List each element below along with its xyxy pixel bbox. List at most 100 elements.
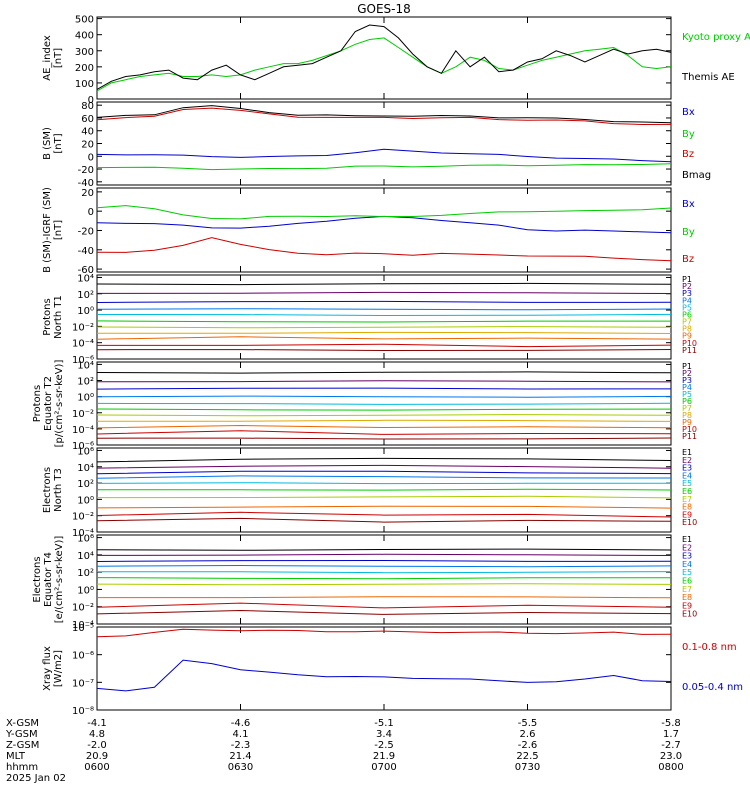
x-axis-value: 22.5 bbox=[516, 751, 538, 762]
y-tick-label: 100 bbox=[75, 79, 94, 90]
y-axis-label: [nT] bbox=[53, 220, 64, 240]
plot-title: GOES-18 bbox=[357, 2, 411, 16]
series-label: E7 bbox=[682, 585, 692, 594]
panel-bigrf: -60 -40 -20 0 20 B (SM)-IGRF (SM) [nT] Bx By Bz bbox=[42, 187, 695, 276]
series-line-e7 bbox=[96, 495, 672, 499]
series-line-p10 bbox=[96, 430, 672, 435]
series-line-p1 bbox=[96, 282, 672, 286]
panel-ae: 0 100 200 300 400 500 AE_index [nT] Kyoto proxy … bbox=[42, 15, 750, 106]
x-axis-value: 0600 bbox=[84, 762, 109, 773]
y-tick-label: 400 bbox=[75, 31, 94, 42]
series-label: P5 bbox=[682, 303, 692, 312]
y-axis-label: Equator T4 bbox=[43, 552, 54, 607]
panel-p_t1: 10⁻⁶ 10⁻⁴ 10⁻² 10⁰ 10² 10⁴ Protons North T1 P1P2… bbox=[42, 273, 697, 366]
series-line-p4 bbox=[96, 395, 672, 398]
y-tick-label: 10⁻⁴ bbox=[72, 339, 94, 350]
y-tick-label: 10⁻⁴ bbox=[72, 620, 94, 631]
y-tick-label: -40 bbox=[78, 246, 94, 257]
y-tick-label: 10⁰ bbox=[77, 495, 94, 506]
y-axis-label: North T1 bbox=[53, 295, 64, 339]
y-tick-label: 0 bbox=[88, 95, 94, 106]
series-label: P2 bbox=[682, 369, 692, 378]
series-label: P6 bbox=[682, 310, 692, 319]
series-label: E8 bbox=[682, 503, 692, 512]
series-label: Bz bbox=[682, 149, 694, 160]
x-axis-row-label: Z-GSM bbox=[6, 740, 39, 751]
y-tick-label: 10⁻⁴ bbox=[72, 425, 94, 436]
series-line-bx bbox=[96, 148, 672, 163]
series-label: P2 bbox=[682, 282, 692, 291]
series-line-e6 bbox=[97, 488, 672, 491]
series-label: P5 bbox=[682, 390, 692, 399]
series-line-e2 bbox=[96, 464, 672, 469]
y-tick-label: 10⁻⁸ bbox=[72, 706, 94, 717]
series-label: 0.1-0.8 nm bbox=[682, 642, 737, 653]
series-label: P10 bbox=[682, 339, 697, 348]
series-line-e4 bbox=[96, 564, 672, 568]
series-line-0-05-0-4-nm bbox=[96, 659, 672, 692]
panel-frame bbox=[96, 16, 672, 100]
x-axis-value: 0700 bbox=[371, 762, 396, 773]
y-axis-label: [e/(cm²-s-sr-keV)] bbox=[54, 536, 65, 624]
y-tick-label: 0 bbox=[88, 207, 94, 218]
series-label: E10 bbox=[682, 518, 697, 527]
y-tick-label: 10⁰ bbox=[77, 306, 94, 317]
series-line-p3 bbox=[96, 300, 672, 303]
series-line-bmag bbox=[96, 105, 672, 124]
y-tick-label: 10⁶ bbox=[77, 446, 94, 457]
x-axis-value: -2.3 bbox=[231, 740, 251, 751]
y-tick-label: 10⁻² bbox=[72, 603, 94, 614]
series-line-e2 bbox=[96, 553, 672, 556]
series-line-by bbox=[96, 163, 672, 171]
series-line-p7 bbox=[96, 414, 672, 417]
series-label: P8 bbox=[682, 411, 692, 420]
x-axis-value: 21.4 bbox=[229, 751, 251, 762]
series-label: By bbox=[682, 227, 695, 238]
series-line-p9 bbox=[96, 336, 672, 340]
series-line-0-1-0-8-nm bbox=[96, 628, 672, 638]
y-tick-label: 10⁻⁶ bbox=[72, 355, 94, 366]
y-tick-label: 10² bbox=[77, 377, 94, 388]
series-label: P7 bbox=[682, 404, 692, 413]
x-axis-value: 3.4 bbox=[376, 729, 392, 740]
panel-xray: 10⁻⁸ 10⁻⁷ 10⁻⁶ 10⁻⁵ Xray flux [W/m2] 0.1-0.8 n… bbox=[42, 623, 743, 717]
y-tick-label: 500 bbox=[75, 15, 94, 26]
y-axis-label: Electrons bbox=[32, 556, 43, 602]
series-label: E9 bbox=[682, 510, 692, 519]
series-line-e7 bbox=[96, 583, 672, 586]
y-tick-label: 40 bbox=[81, 127, 94, 138]
series-line-e1 bbox=[96, 548, 672, 551]
series-line-e9 bbox=[96, 602, 672, 609]
y-tick-label: 10⁰ bbox=[77, 585, 94, 596]
y-tick-label: 10⁻² bbox=[72, 322, 94, 333]
series-line-e3 bbox=[96, 470, 672, 475]
x-axis-value: 4.1 bbox=[233, 729, 249, 740]
y-tick-label: 10⁻² bbox=[72, 512, 94, 523]
x-axis-value: 1.7 bbox=[663, 729, 679, 740]
series-label: E1 bbox=[682, 535, 692, 544]
series-label: P3 bbox=[682, 289, 692, 298]
y-tick-label: 300 bbox=[75, 47, 94, 58]
x-axis-row-label: Y-GSM bbox=[5, 729, 38, 740]
y-tick-label: 10² bbox=[77, 290, 94, 301]
series-label: E5 bbox=[682, 568, 692, 577]
series-line-e1 bbox=[96, 457, 672, 463]
y-tick-label: 10⁴ bbox=[77, 463, 94, 474]
panel-frame bbox=[96, 534, 672, 625]
y-tick-label: 10⁴ bbox=[77, 273, 94, 284]
x-axis-value: -5.8 bbox=[661, 718, 681, 729]
series-line-p5 bbox=[96, 402, 672, 405]
y-axis-label: [p/(cm²-s-sr-keV)] bbox=[54, 360, 65, 448]
series-label: P10 bbox=[682, 425, 697, 434]
y-tick-label: 0 bbox=[88, 152, 94, 163]
series-line-p6 bbox=[96, 408, 672, 411]
y-tick-label: -40 bbox=[78, 178, 94, 189]
panel-frame bbox=[96, 626, 672, 711]
series-label: P1 bbox=[682, 275, 692, 284]
series-line-themis-ae bbox=[96, 24, 672, 90]
series-label: P7 bbox=[682, 318, 692, 327]
y-tick-label: 10⁻⁴ bbox=[72, 528, 94, 539]
series-line-p7 bbox=[96, 326, 672, 329]
